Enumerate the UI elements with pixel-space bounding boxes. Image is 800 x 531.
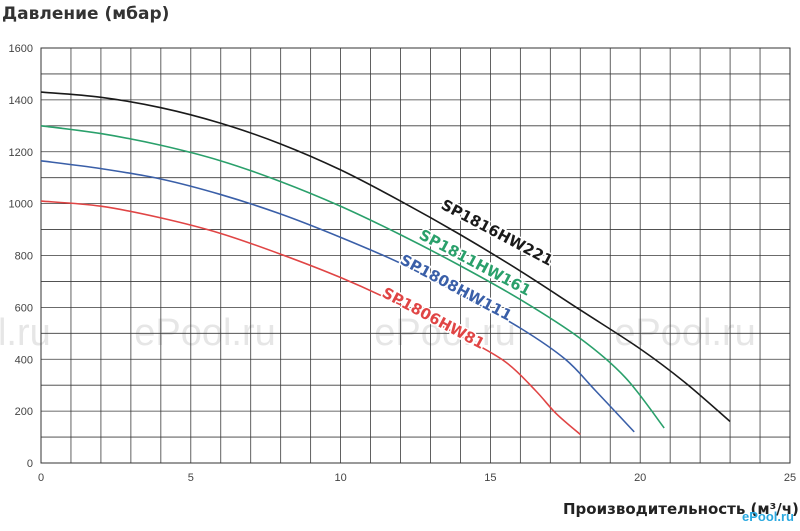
series-line bbox=[40, 200, 581, 436]
x-tick-label: 0 bbox=[38, 472, 44, 484]
y-tick-label: 1200 bbox=[9, 147, 33, 159]
y-tick-label: 1000 bbox=[9, 199, 33, 211]
y-tick-label: 1400 bbox=[9, 95, 33, 107]
series-line bbox=[40, 125, 665, 429]
y-tick-label: 800 bbox=[15, 251, 33, 263]
y-tick-label: 200 bbox=[15, 406, 33, 418]
x-tick-label: 25 bbox=[784, 472, 796, 484]
x-axis-label: Производительность (м³/ч) bbox=[563, 500, 799, 518]
y-tick-label: 1600 bbox=[9, 43, 33, 55]
x-tick-label: 5 bbox=[188, 472, 194, 484]
x-tick-label: 15 bbox=[484, 472, 496, 484]
x-tick-label: 10 bbox=[334, 472, 346, 484]
series-line bbox=[40, 91, 731, 423]
x-tick-label: 20 bbox=[634, 472, 646, 484]
plot-frame bbox=[40, 47, 791, 464]
y-tick-label: 0 bbox=[27, 458, 33, 470]
y-tick-label: 600 bbox=[15, 302, 33, 314]
y-axis-label: Давление (мбар) bbox=[2, 4, 170, 24]
watermark-logo: ePool.ru bbox=[741, 509, 794, 524]
y-tick-label: 400 bbox=[15, 354, 33, 366]
series-line bbox=[40, 160, 635, 433]
